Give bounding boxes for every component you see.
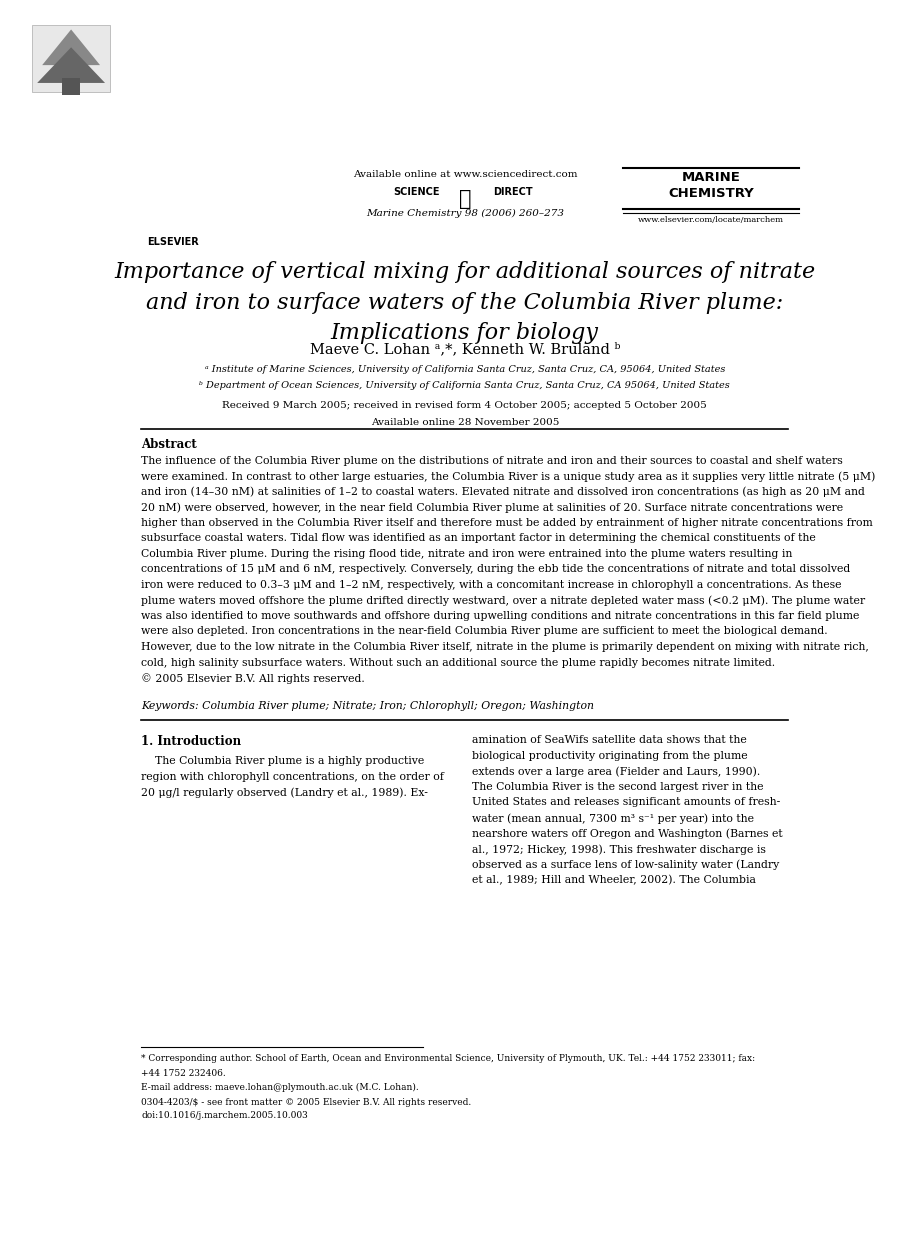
- Text: Available online at www.sciencedirect.com: Available online at www.sciencedirect.co…: [353, 171, 577, 180]
- Text: E-mail address: maeve.lohan@plymouth.ac.uk (M.C. Lohan).: E-mail address: maeve.lohan@plymouth.ac.…: [141, 1083, 419, 1092]
- Text: 1. Introduction: 1. Introduction: [141, 735, 241, 748]
- Text: The Columbia River is the second largest river in the: The Columbia River is the second largest…: [472, 782, 764, 792]
- Polygon shape: [37, 47, 105, 83]
- Text: DIRECT: DIRECT: [493, 187, 532, 197]
- Text: Received 9 March 2005; received in revised form 4 October 2005; accepted 5 Octob: Received 9 March 2005; received in revis…: [222, 401, 707, 410]
- Text: ELSEVIER: ELSEVIER: [147, 238, 199, 248]
- Text: concentrations of 15 μM and 6 nM, respectively. Conversely, during the ebb tide : concentrations of 15 μM and 6 nM, respec…: [141, 565, 851, 574]
- Text: ᵇ Department of Ocean Sciences, University of California Santa Cruz, Santa Cruz,: ᵇ Department of Ocean Sciences, Universi…: [200, 381, 730, 390]
- Text: and iron (14–30 nM) at salinities of 1–2 to coastal waters. Elevated nitrate and: and iron (14–30 nM) at salinities of 1–2…: [141, 487, 865, 498]
- Bar: [62, 78, 80, 94]
- Text: The Columbia River plume is a highly productive: The Columbia River plume is a highly pro…: [141, 756, 424, 766]
- Text: © 2005 Elsevier B.V. All rights reserved.: © 2005 Elsevier B.V. All rights reserved…: [141, 673, 366, 683]
- Text: subsurface coastal waters. Tidal flow was identified as an important factor in d: subsurface coastal waters. Tidal flow wa…: [141, 534, 816, 543]
- Text: ⓐ: ⓐ: [459, 189, 471, 208]
- Text: The influence of the Columbia River plume on the distributions of nitrate and ir: The influence of the Columbia River plum…: [141, 456, 844, 465]
- Text: 0304-4203/$ - see front matter © 2005 Elsevier B.V. All rights reserved.: 0304-4203/$ - see front matter © 2005 El…: [141, 1098, 472, 1107]
- Text: al., 1972; Hickey, 1998). This freshwater discharge is: al., 1972; Hickey, 1998). This freshwate…: [472, 844, 766, 854]
- Text: plume waters moved offshore the plume drifted directly westward, over a nitrate : plume waters moved offshore the plume dr…: [141, 595, 865, 605]
- Text: www.elsevier.com/locate/marchem: www.elsevier.com/locate/marchem: [638, 217, 784, 224]
- Text: However, due to the low nitrate in the Columbia River itself, nitrate in the plu: However, due to the low nitrate in the C…: [141, 643, 870, 652]
- Text: Keywords: Columbia River plume; Nitrate; Iron; Chlorophyll; Oregon; Washington: Keywords: Columbia River plume; Nitrate;…: [141, 701, 594, 711]
- Text: region with chlorophyll concentrations, on the order of: region with chlorophyll concentrations, …: [141, 771, 444, 782]
- Bar: [33, 25, 110, 92]
- Polygon shape: [42, 30, 100, 66]
- Text: amination of SeaWifs satellite data shows that the: amination of SeaWifs satellite data show…: [472, 735, 746, 745]
- Text: MARINE
CHEMISTRY: MARINE CHEMISTRY: [668, 171, 754, 201]
- Text: ᵃ Institute of Marine Sciences, University of California Santa Cruz, Santa Cruz,: ᵃ Institute of Marine Sciences, Universi…: [205, 365, 725, 374]
- Text: doi:10.1016/j.marchem.2005.10.003: doi:10.1016/j.marchem.2005.10.003: [141, 1112, 308, 1120]
- Text: et al., 1989; Hill and Wheeler, 2002). The Columbia: et al., 1989; Hill and Wheeler, 2002). T…: [472, 875, 756, 885]
- Text: nearshore waters off Oregon and Washington (Barnes et: nearshore waters off Oregon and Washingt…: [472, 828, 783, 839]
- Text: 20 nM) were observed, however, in the near field Columbia River plume at salinit: 20 nM) were observed, however, in the ne…: [141, 503, 844, 513]
- Text: Maeve C. Lohan ᵃ,*, Kenneth W. Bruland ᵇ: Maeve C. Lohan ᵃ,*, Kenneth W. Bruland ᵇ: [309, 342, 620, 357]
- Text: Marine Chemistry 98 (2006) 260–273: Marine Chemistry 98 (2006) 260–273: [366, 209, 564, 218]
- Text: SCIENCE: SCIENCE: [394, 187, 440, 197]
- Text: extends over a large area (Fielder and Laurs, 1990).: extends over a large area (Fielder and L…: [472, 766, 760, 777]
- Text: Importance of vertical mixing for additional sources of nitrate
and iron to surf: Importance of vertical mixing for additi…: [114, 261, 815, 344]
- Text: were examined. In contrast to other large estuaries, the Columbia River is a uni: were examined. In contrast to other larg…: [141, 470, 876, 482]
- Text: iron were reduced to 0.3–3 μM and 1–2 nM, respectively, with a concomitant incre: iron were reduced to 0.3–3 μM and 1–2 nM…: [141, 579, 842, 589]
- Text: Columbia River plume. During the rising flood tide, nitrate and iron were entrai: Columbia River plume. During the rising …: [141, 548, 793, 558]
- Text: biological productivity originating from the plume: biological productivity originating from…: [472, 750, 747, 761]
- Text: higher than observed in the Columbia River itself and therefore must be added by: higher than observed in the Columbia Riv…: [141, 517, 873, 527]
- Text: Available online 28 November 2005: Available online 28 November 2005: [371, 418, 559, 427]
- Text: was also identified to move southwards and offshore during upwelling conditions : was also identified to move southwards a…: [141, 610, 860, 621]
- Text: +44 1752 232406.: +44 1752 232406.: [141, 1070, 226, 1078]
- Text: 20 μg/l regularly observed (Landry et al., 1989). Ex-: 20 μg/l regularly observed (Landry et al…: [141, 787, 428, 799]
- Text: Abstract: Abstract: [141, 438, 197, 452]
- Text: water (mean annual, 7300 m³ s⁻¹ per year) into the: water (mean annual, 7300 m³ s⁻¹ per year…: [472, 813, 754, 823]
- Text: observed as a surface lens of low-salinity water (Landry: observed as a surface lens of low-salini…: [472, 859, 779, 870]
- Text: * Corresponding author. School of Earth, Ocean and Environmental Science, Univer: * Corresponding author. School of Earth,…: [141, 1055, 756, 1063]
- Text: were also depleted. Iron concentrations in the near-field Columbia River plume a: were also depleted. Iron concentrations …: [141, 626, 828, 636]
- Text: cold, high salinity subsurface waters. Without such an additional source the plu: cold, high salinity subsurface waters. W…: [141, 657, 775, 667]
- Text: United States and releases significant amounts of fresh-: United States and releases significant a…: [472, 797, 780, 807]
